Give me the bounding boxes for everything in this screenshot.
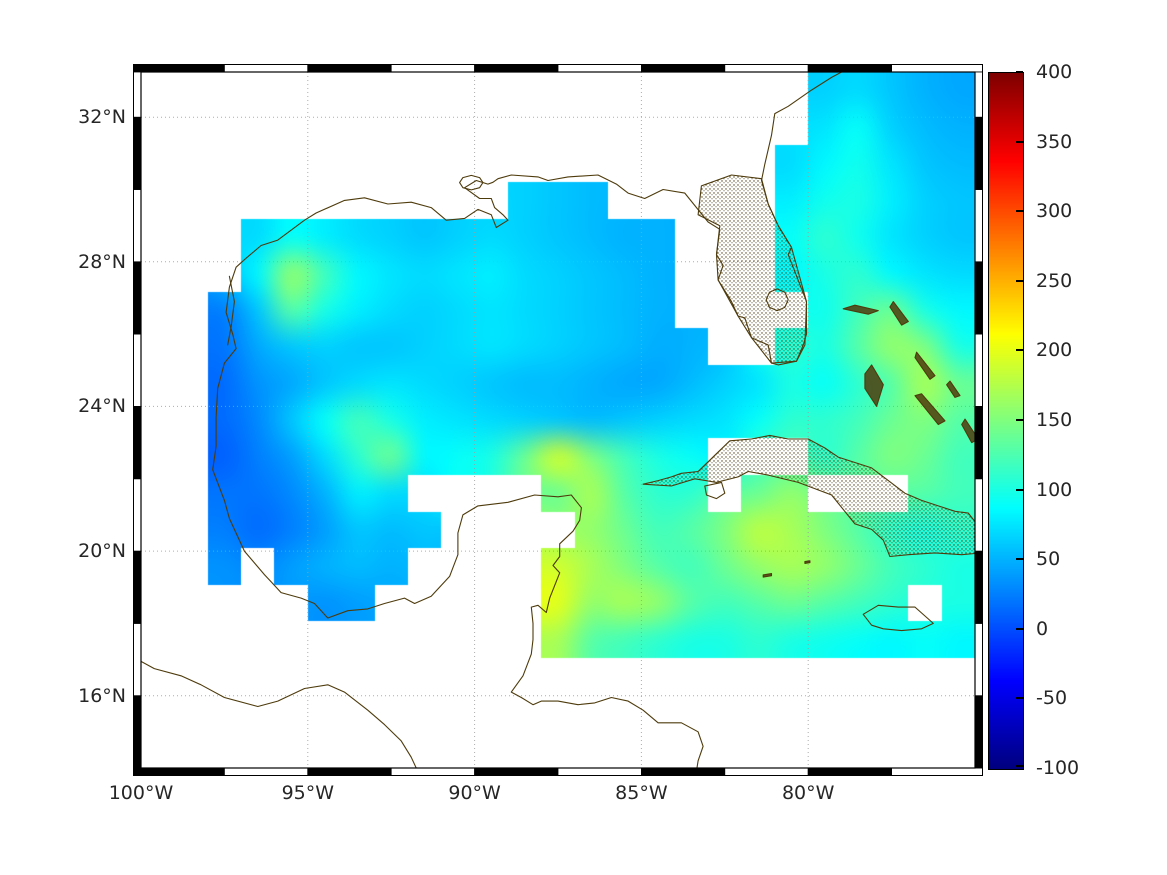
colorbar-tick-label: 50 [1036, 548, 1061, 571]
frame-segment [307, 767, 392, 776]
frame-segment [133, 695, 142, 769]
coast-pacific-mexico [141, 660, 417, 768]
colorbar-tick-mark [1016, 558, 1023, 561]
island-jamaica [862, 604, 934, 632]
frame-segment [974, 116, 983, 190]
frame-segment [557, 64, 642, 73]
colorbar-tick-mark [1016, 697, 1023, 700]
island-abaco [889, 301, 909, 326]
frame-segment [724, 767, 809, 776]
frame-segment [974, 189, 983, 263]
colorbar-gradient [989, 73, 1023, 769]
frame-outer-border [133, 64, 983, 776]
island-cat-island [946, 380, 961, 398]
colorbar-tick-mark [1016, 140, 1023, 143]
frame-segment [974, 478, 983, 552]
frame-segment [640, 767, 726, 776]
plot-frame [133, 64, 983, 776]
frame-segment [133, 623, 142, 697]
frame-segment [807, 64, 893, 73]
frame-segment [724, 64, 809, 73]
florida-peninsula-fill [697, 174, 808, 364]
island-eleuthera [914, 351, 936, 380]
y-tick-label: 32°N [78, 106, 126, 129]
frame-segment [133, 71, 142, 118]
lake-pontchartrain [459, 174, 484, 191]
frame-segment [974, 261, 983, 335]
island-grand-cayman [762, 572, 773, 578]
frame-segment [224, 64, 309, 73]
frame-segment [974, 623, 983, 697]
y-tick-label: 24°N [78, 395, 126, 418]
x-tick-label: 90°W [448, 782, 501, 804]
frame-segment [133, 478, 142, 552]
island-exuma-chain [914, 393, 946, 426]
frame-segment [891, 767, 983, 776]
heatmap-canvas [141, 72, 975, 768]
frame-segment [640, 64, 726, 73]
y-tick-label: 20°N [78, 540, 126, 563]
y-tick-label: 28°N [78, 250, 126, 273]
frame-segment [474, 64, 559, 73]
frame-segment [390, 767, 476, 776]
colorbar-tick-mark [1016, 71, 1023, 73]
colorbar-tick-mark [1016, 419, 1023, 421]
frame-segment [133, 64, 225, 73]
colorbar-tick-mark [1016, 765, 1023, 767]
frame-segment [807, 767, 893, 776]
frame-segment [557, 767, 642, 776]
frame-segment [133, 767, 225, 776]
colorbar-tick-label: 300 [1036, 200, 1073, 223]
frame-segment [974, 405, 983, 480]
colorbar-tick-label: 150 [1036, 409, 1073, 431]
frame-segment [974, 695, 983, 769]
colorbar-tick-mark [1016, 488, 1023, 491]
plot-area [141, 72, 975, 768]
colorbar-tick-label: 400 [1036, 61, 1073, 83]
colorbar-tick-label: 100 [1036, 478, 1073, 501]
frame-segment [474, 767, 559, 776]
axes-border [140, 71, 976, 769]
frame-segment [224, 767, 309, 776]
frame-segment [891, 64, 983, 73]
y-tick-label: 16°N [78, 684, 126, 707]
colorbar-tick-label: 200 [1036, 339, 1073, 362]
map-overlay [141, 72, 975, 768]
frame-segment [133, 550, 142, 624]
frame-segment [133, 333, 142, 407]
frame-segment [974, 333, 983, 407]
frame-segment [133, 116, 142, 190]
colorbar-tick-label: 350 [1036, 130, 1073, 153]
x-tick-label: 100°W [108, 782, 174, 804]
colorbar-tick-label: 250 [1036, 269, 1073, 292]
frame-segment [390, 64, 476, 73]
frame-segment [307, 64, 392, 73]
colorbar-tick-label: 0 [1036, 617, 1049, 640]
x-tick-label: 85°W [615, 782, 668, 804]
island-andros [864, 364, 884, 407]
island-long-island-bahamas [961, 418, 975, 444]
island-cuba [642, 434, 975, 558]
frame-segment [133, 261, 142, 335]
padre-island-barrier [227, 275, 235, 346]
frame-segment [974, 550, 983, 624]
colorbar-tick-mark [1016, 349, 1023, 352]
x-tick-label: 80°W [781, 782, 835, 804]
island-little-cayman [804, 560, 811, 564]
lake-okeechobee [765, 288, 789, 312]
island-grand-bahama [842, 304, 879, 315]
colorbar-tick-mark [1016, 210, 1023, 213]
island-isla-de-la-juventud [704, 481, 726, 500]
colorbar-tick-label: -100 [1036, 757, 1080, 779]
colorbar-tick-mark [1016, 627, 1023, 630]
frame-segment [133, 189, 142, 263]
colorbar-tick-label: -50 [1036, 687, 1068, 710]
frame-segment [133, 405, 142, 480]
frame-segment [974, 71, 983, 118]
colorbar-tick-mark [1016, 279, 1023, 282]
x-tick-label: 95°W [281, 782, 335, 804]
colorbar [988, 72, 1024, 770]
